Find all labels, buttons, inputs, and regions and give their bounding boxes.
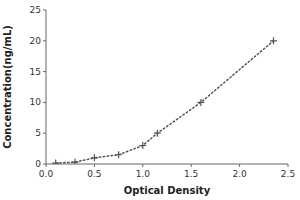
data-point bbox=[52, 160, 59, 164]
y-tick-label: 0 bbox=[35, 159, 41, 169]
y-axis-line bbox=[46, 10, 47, 164]
chart: 0 5 10 15 20 25 0.0 0.5 1.0 1.5 2.0 2.5 Optical Dens… bbox=[0, 0, 300, 200]
y-tick-label: 20 bbox=[30, 36, 42, 46]
data-point bbox=[197, 99, 204, 106]
y-axis-label: Concentration(ng/mL) bbox=[2, 25, 13, 149]
data-point bbox=[270, 37, 277, 44]
y-tick-label: 5 bbox=[35, 128, 41, 138]
x-tick-label: 1.5 bbox=[184, 169, 198, 179]
x-tick-label: 0.0 bbox=[39, 169, 54, 179]
data-point bbox=[72, 159, 79, 164]
x-axis-line bbox=[46, 164, 288, 165]
y-tick-label: 15 bbox=[30, 67, 41, 77]
plot-area bbox=[46, 10, 288, 164]
data-group bbox=[52, 37, 277, 164]
data-point bbox=[139, 142, 146, 149]
data-point bbox=[154, 130, 161, 137]
data-point bbox=[115, 151, 122, 158]
data-point bbox=[91, 154, 98, 161]
y-tick-label: 10 bbox=[30, 97, 42, 107]
data-line bbox=[56, 41, 274, 163]
x-axis-label: Optical Density bbox=[124, 185, 211, 196]
x-tick-label: 0.5 bbox=[87, 169, 101, 179]
y-tick-label: 25 bbox=[30, 5, 41, 15]
chart-container: 0 5 10 15 20 25 0.0 0.5 1.0 1.5 2.0 2.5 Optical Dens… bbox=[0, 0, 300, 200]
x-tick-label: 1.0 bbox=[136, 169, 151, 179]
x-tick-label: 2.0 bbox=[232, 169, 247, 179]
x-tick-label: 2.5 bbox=[281, 169, 295, 179]
